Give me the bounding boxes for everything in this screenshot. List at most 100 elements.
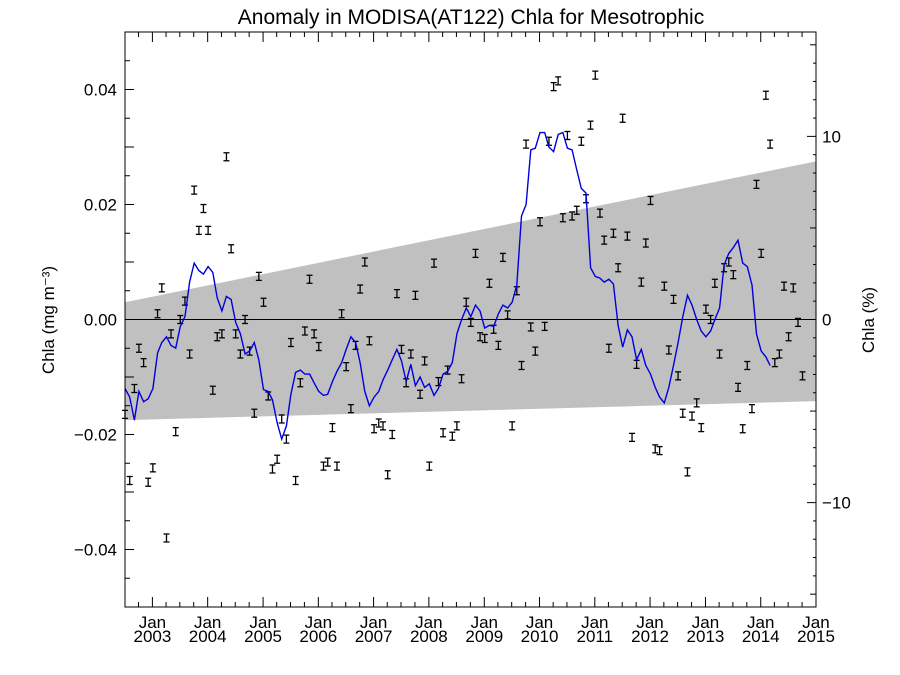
data-point: [504, 310, 511, 320]
data-point: [449, 431, 456, 441]
data-point: [347, 403, 354, 414]
data-point: [389, 429, 396, 440]
x-tick-label-year: 2009: [465, 627, 503, 646]
data-point: [297, 378, 304, 388]
data-point: [652, 444, 659, 454]
data-point: [384, 470, 391, 480]
x-tick-label-year: 2006: [299, 627, 337, 646]
data-point: [421, 356, 428, 366]
x-tick-label-month: Jan: [415, 613, 442, 632]
x-tick-label-month: Jan: [360, 613, 387, 632]
y-tick-label-right: 0: [822, 311, 831, 330]
data-point: [794, 317, 801, 328]
data-point: [559, 213, 566, 223]
data-point: [555, 76, 562, 86]
data-point: [753, 179, 760, 190]
data-point: [767, 139, 774, 149]
x-tick-label-year: 2010: [521, 627, 559, 646]
data-point: [149, 463, 156, 473]
data-point: [242, 314, 249, 325]
data-point: [592, 70, 599, 80]
data-point: [435, 376, 442, 387]
x-tick-label-month: Jan: [249, 613, 276, 632]
data-point: [269, 464, 276, 474]
data-point: [145, 477, 152, 487]
data-point: [306, 274, 313, 284]
data-point: [255, 271, 262, 282]
data-point: [665, 345, 672, 355]
y-tick-label-right: 10: [822, 127, 841, 146]
x-tick-label-month: Jan: [747, 613, 774, 632]
data-point: [509, 421, 516, 431]
data-point: [426, 461, 433, 471]
data-point: [758, 248, 765, 259]
data-point: [472, 248, 479, 259]
data-point: [656, 445, 663, 456]
data-point: [689, 411, 696, 421]
data-point: [463, 297, 470, 307]
data-point: [573, 205, 580, 215]
data-point: [333, 461, 340, 471]
data-point: [251, 408, 258, 418]
data-point: [536, 217, 543, 227]
data-point: [278, 414, 285, 424]
data-point: [195, 225, 202, 236]
x-tick-label-year: 2005: [244, 627, 282, 646]
data-point: [301, 326, 308, 336]
data-point: [283, 434, 290, 444]
data-point: [379, 421, 386, 431]
data-point: [481, 333, 488, 344]
data-point: [131, 383, 138, 394]
data-point: [601, 235, 608, 245]
data-point: [693, 398, 700, 408]
y-axis-label-right: Chla (%): [859, 287, 878, 353]
data-point: [172, 426, 179, 437]
data-point: [550, 81, 557, 92]
data-point: [375, 418, 382, 428]
data-point: [605, 343, 612, 353]
y-tick-label-left: 0.04: [84, 81, 117, 100]
data-point: [569, 211, 576, 221]
data-point: [647, 195, 654, 206]
x-tick-label-year: 2014: [742, 627, 780, 646]
data-point: [320, 461, 327, 471]
data-point: [431, 258, 438, 268]
data-point: [624, 231, 631, 241]
data-point: [785, 332, 792, 342]
data-point: [200, 203, 207, 214]
data-point: [274, 454, 281, 464]
data-point: [467, 317, 474, 328]
data-point: [191, 185, 198, 195]
data-point: [343, 361, 350, 372]
x-tick-label-month: Jan: [802, 613, 829, 632]
y-axis-label-left: Chla (mg m⁻³): [39, 266, 58, 374]
x-tick-label-month: Jan: [581, 613, 608, 632]
data-point: [735, 382, 742, 393]
x-tick-label-month: Jan: [526, 613, 553, 632]
data-point: [698, 422, 705, 433]
x-tick-label-month: Jan: [636, 613, 663, 632]
data-point: [776, 349, 783, 359]
x-tick-label-month: Jan: [305, 613, 332, 632]
data-point: [781, 281, 788, 291]
x-tick-label-year: 2007: [355, 627, 393, 646]
data-point: [629, 432, 636, 443]
data-point: [458, 374, 465, 384]
data-point: [135, 343, 142, 353]
data-point: [292, 475, 299, 486]
labels-layer: Anomaly in MODISA(AT122) Chla for Mesotr…: [39, 6, 878, 374]
running-mean-line: [124, 131, 771, 442]
data-point: [158, 283, 165, 293]
data-point: [675, 371, 682, 381]
x-tick-label-month: Jan: [139, 613, 166, 632]
data-point: [154, 309, 161, 319]
data-point: [739, 424, 746, 434]
data-point: [260, 297, 267, 307]
data-point: [661, 281, 668, 291]
y-tick-label-right: −10: [822, 494, 851, 513]
data-point: [218, 329, 225, 339]
data-point: [495, 340, 502, 351]
y-tick-label-left: 0.02: [84, 196, 117, 215]
data-point: [407, 349, 414, 359]
